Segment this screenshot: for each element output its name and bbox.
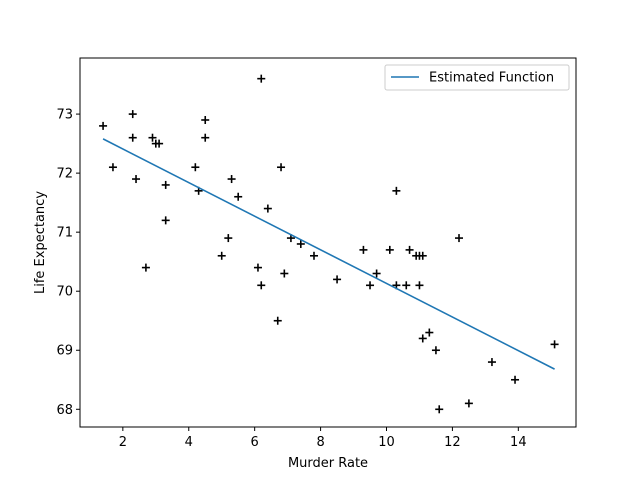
- x-tick-label: 10: [378, 435, 395, 450]
- legend-box: [384, 64, 570, 91]
- data-point: [128, 133, 137, 142]
- data-point: [296, 239, 305, 248]
- y-tick-label: 72: [56, 167, 73, 182]
- data-point: [359, 245, 368, 254]
- x-axis-ticks: 2 4 6 8 10 12 14: [119, 427, 527, 450]
- data-point: [464, 399, 473, 408]
- data-point: [128, 110, 137, 119]
- data-point: [132, 175, 141, 184]
- data-point: [280, 269, 289, 278]
- data-point: [309, 251, 318, 260]
- data-point: [435, 405, 444, 414]
- data-point: [487, 358, 496, 367]
- data-point: [227, 175, 236, 184]
- data-point: [99, 121, 108, 130]
- data-point: [257, 74, 266, 83]
- data-point: [155, 139, 164, 148]
- data-point: [418, 334, 427, 343]
- data-point: [418, 251, 427, 260]
- y-tick-label: 68: [56, 403, 73, 418]
- data-point: [161, 180, 170, 189]
- x-tick-label: 8: [316, 435, 324, 450]
- data-point: [405, 245, 414, 254]
- x-tick-label: 6: [251, 435, 259, 450]
- data-point: [372, 269, 381, 278]
- data-point: [148, 133, 157, 142]
- data-point: [385, 245, 394, 254]
- x-tick-label: 4: [185, 435, 193, 450]
- x-tick-label: 14: [510, 435, 527, 450]
- x-tick-label: 2: [119, 435, 127, 450]
- data-point: [201, 115, 210, 124]
- y-tick-label: 69: [56, 344, 73, 359]
- data-point: [161, 216, 170, 225]
- plot-area: [80, 58, 576, 427]
- y-axis-ticks: 68 69 70 71 72 73: [56, 108, 80, 418]
- data-point: [431, 346, 440, 355]
- y-tick-label: 70: [56, 285, 73, 300]
- data-point: [277, 163, 286, 172]
- data-point: [257, 281, 266, 290]
- data-point: [201, 133, 210, 142]
- fit-lines: [102, 138, 555, 370]
- data-point: [191, 163, 200, 172]
- estimated-function-line: [102, 138, 555, 370]
- data-point: [234, 192, 243, 201]
- scatter-points: [99, 74, 559, 414]
- data-point: [425, 328, 434, 337]
- data-point: [217, 251, 226, 260]
- data-point: [253, 263, 262, 272]
- data-point: [108, 163, 117, 172]
- data-point: [550, 340, 559, 349]
- data-point: [366, 281, 375, 290]
- legend-label: Estimated Function: [429, 71, 554, 86]
- data-point: [402, 281, 411, 290]
- data-point: [141, 263, 150, 272]
- data-point: [273, 316, 282, 325]
- y-tick-label: 71: [56, 226, 73, 241]
- data-point: [333, 275, 342, 284]
- x-tick-label: 12: [444, 435, 461, 450]
- data-point: [455, 234, 464, 243]
- data-point: [415, 281, 424, 290]
- data-point: [263, 204, 272, 213]
- legend: Estimated Function: [384, 64, 570, 91]
- y-tick-label: 73: [56, 108, 73, 123]
- data-point: [511, 375, 520, 384]
- y-axis-title: Life Expectancy: [33, 191, 48, 294]
- data-point: [392, 186, 401, 195]
- x-axis-title: Murder Rate: [288, 456, 368, 471]
- data-point: [224, 234, 233, 243]
- plot-frame: [79, 57, 577, 428]
